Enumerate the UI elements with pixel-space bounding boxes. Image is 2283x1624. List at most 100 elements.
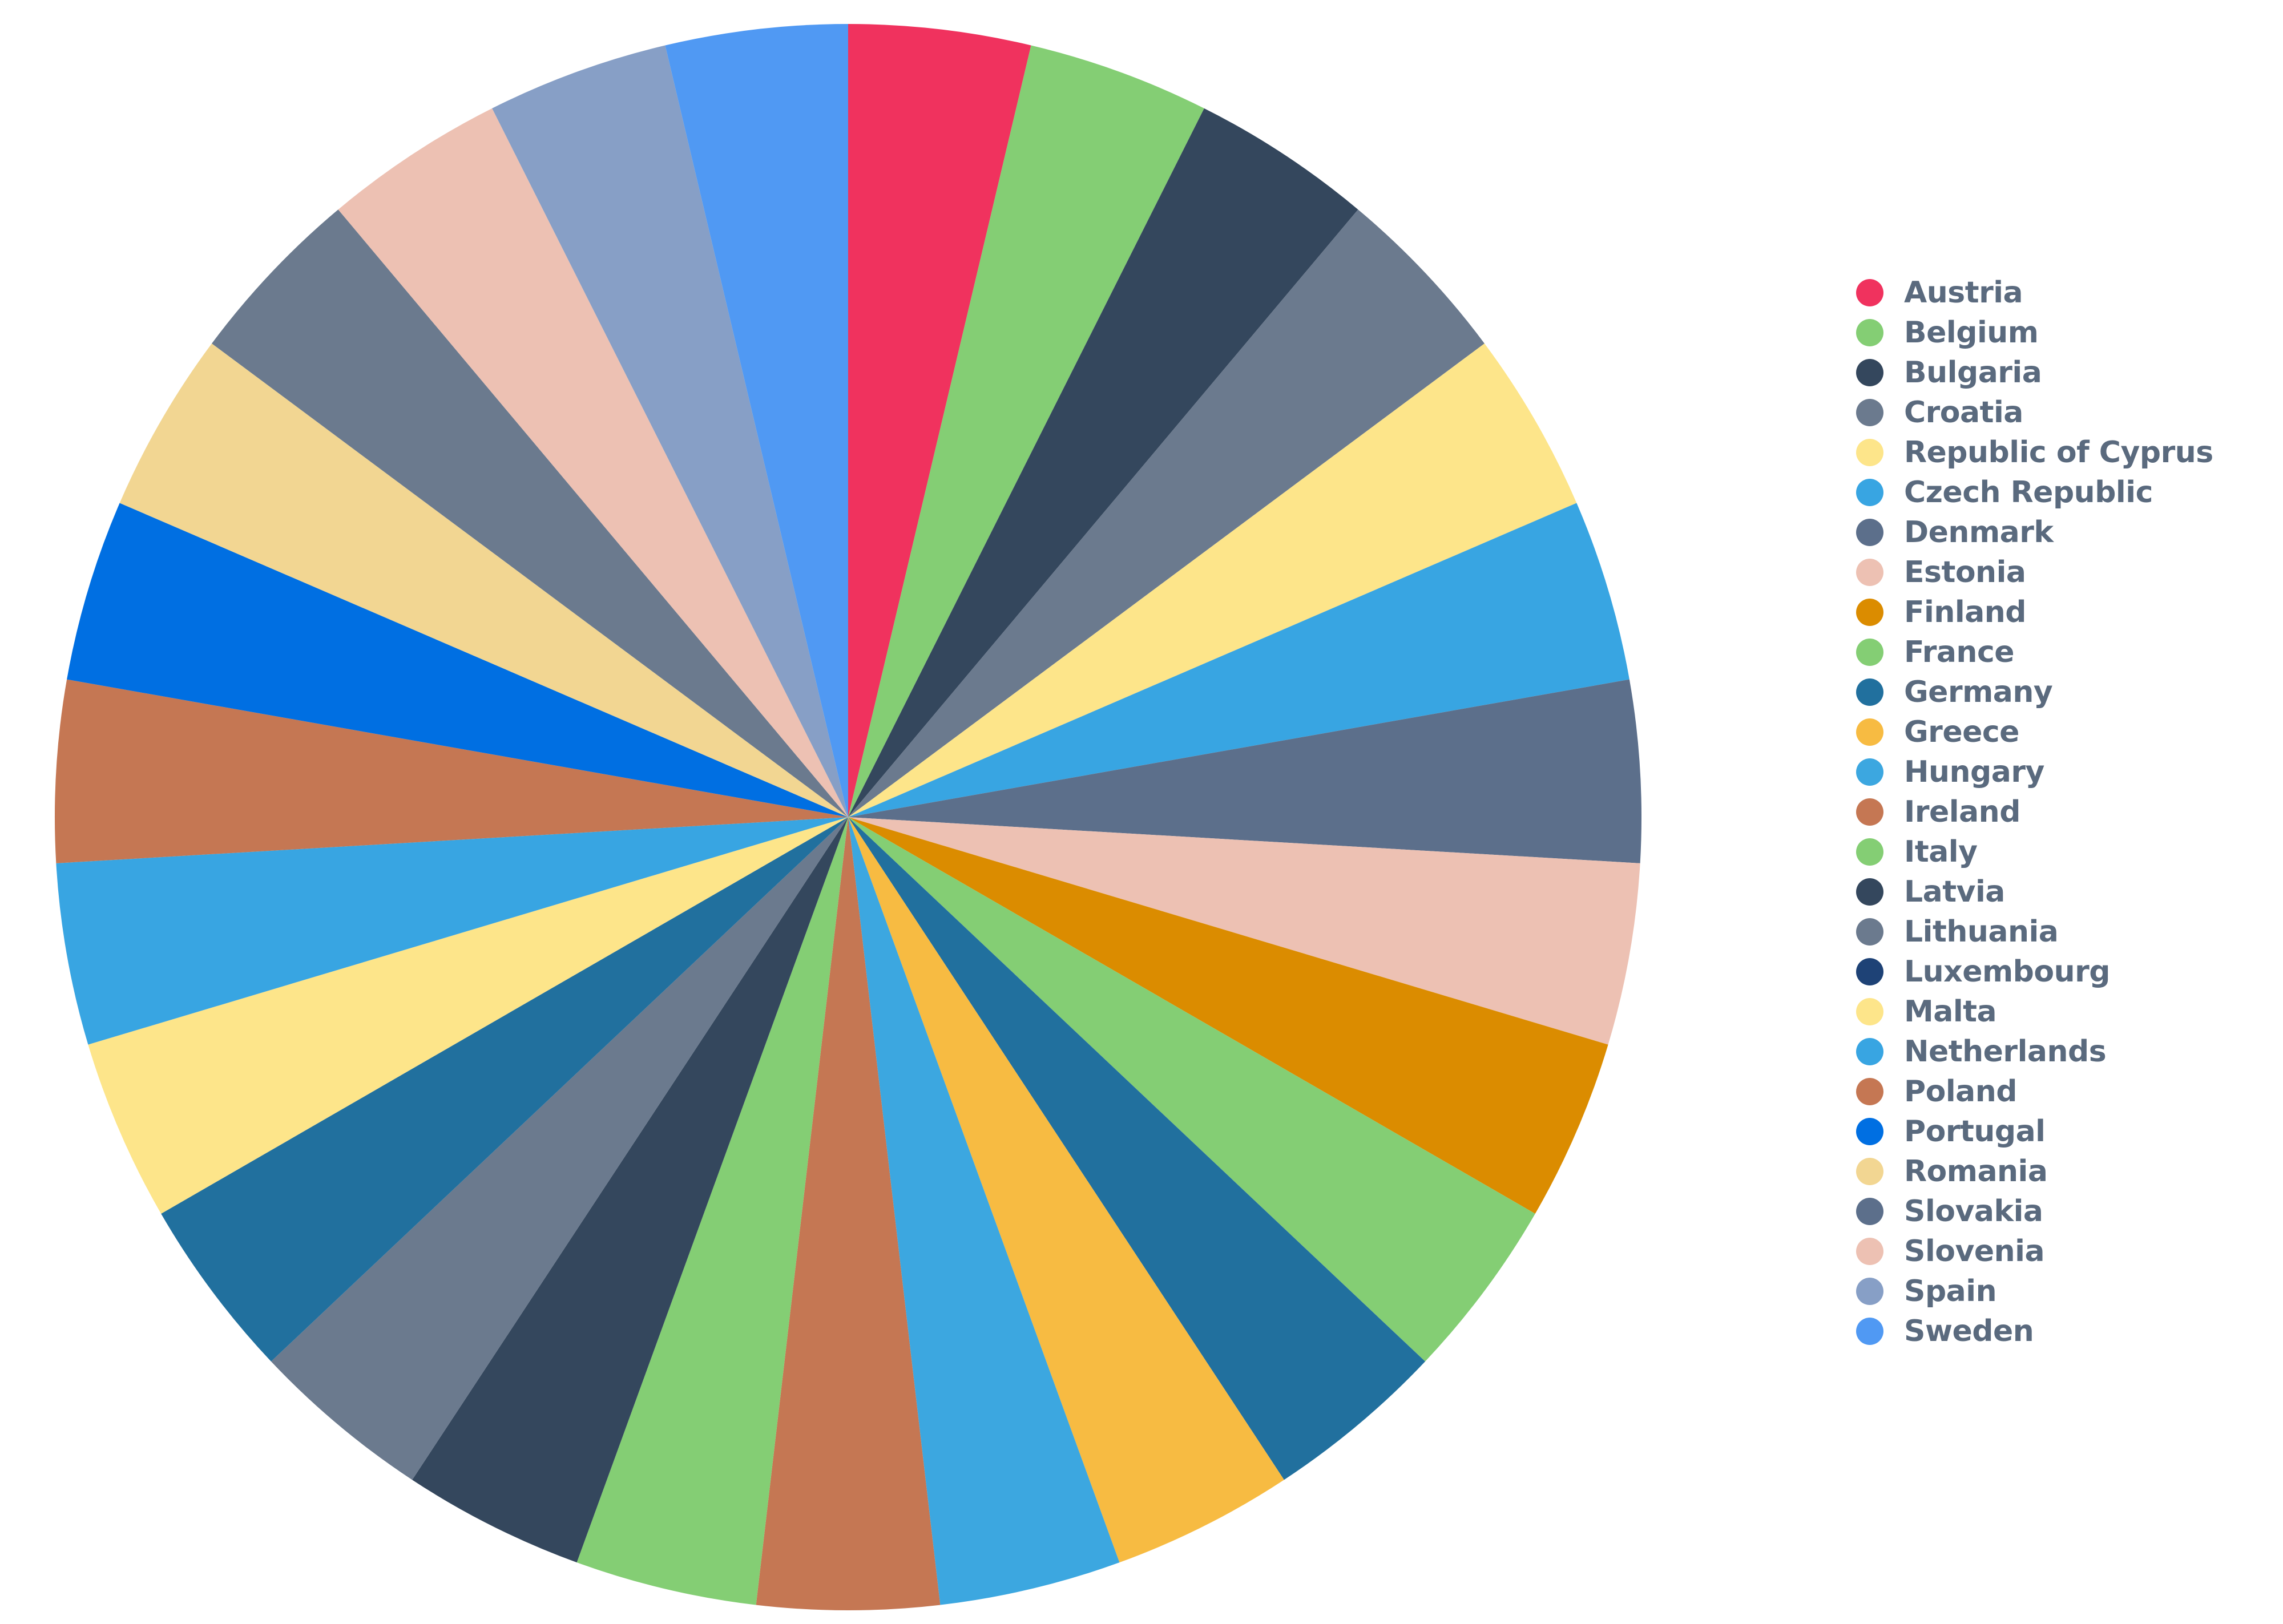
legend-label: Lithuania bbox=[1904, 915, 2059, 949]
legend-label: Romania bbox=[1904, 1154, 2048, 1189]
pie-slice-malta[interactable] bbox=[88, 817, 848, 1214]
legend-swatch-icon bbox=[1856, 279, 1883, 306]
legend-item-ireland[interactable]: Ireland bbox=[1856, 792, 2213, 832]
legend-item-luxembourg[interactable]: Luxembourg bbox=[1856, 952, 2213, 992]
legend-swatch-icon bbox=[1856, 1158, 1883, 1185]
legend-item-denmark[interactable]: Denmark bbox=[1856, 512, 2213, 552]
legend-item-portugal[interactable]: Portugal bbox=[1856, 1112, 2213, 1152]
legend-item-belgium[interactable]: Belgium bbox=[1856, 313, 2213, 353]
legend-item-poland[interactable]: Poland bbox=[1856, 1072, 2213, 1112]
legend-item-finland[interactable]: Finland bbox=[1856, 592, 2213, 632]
legend-item-lithuania[interactable]: Lithuania bbox=[1856, 912, 2213, 952]
legend-item-sweden[interactable]: Sweden bbox=[1856, 1311, 2213, 1351]
legend-label: Belgium bbox=[1904, 316, 2039, 350]
legend-swatch-icon bbox=[1856, 918, 1883, 946]
legend-label: Portugal bbox=[1904, 1114, 2046, 1149]
pie-slice-france[interactable] bbox=[848, 817, 1535, 1362]
legend-label: Italy bbox=[1904, 835, 1978, 869]
legend-item-italy[interactable]: Italy bbox=[1856, 832, 2213, 872]
legend-item-republic-of-cyprus[interactable]: Republic of Cyprus bbox=[1856, 433, 2213, 472]
legend-item-austria[interactable]: Austria bbox=[1856, 273, 2213, 313]
legend-item-germany[interactable]: Germany bbox=[1856, 672, 2213, 712]
pie-slice-latvia[interactable] bbox=[412, 817, 848, 1563]
legend-label: Latvia bbox=[1904, 875, 2005, 909]
pie-slice-denmark[interactable] bbox=[848, 679, 1642, 863]
pie-slice-spain[interactable] bbox=[492, 45, 848, 818]
legend-label: Croatia bbox=[1904, 395, 2023, 430]
legend-label: Finland bbox=[1904, 595, 2027, 629]
pie-slice-lithuania[interactable] bbox=[271, 817, 848, 1480]
legend-swatch-icon bbox=[1856, 399, 1883, 426]
legend-swatch-icon bbox=[1856, 798, 1883, 826]
legend-item-bulgaria[interactable]: Bulgaria bbox=[1856, 353, 2213, 393]
pie-slice-hungary[interactable] bbox=[848, 817, 1120, 1605]
pie-slice-netherlands[interactable] bbox=[56, 817, 849, 1045]
legend-label: Czech Republic bbox=[1904, 475, 2153, 510]
legend-swatch-icon bbox=[1856, 998, 1883, 1025]
legend-label: Slovenia bbox=[1904, 1234, 2045, 1269]
pie-slice-slovakia[interactable] bbox=[212, 209, 848, 818]
pie-slice-republic-of-cyprus[interactable] bbox=[848, 343, 1577, 817]
pie-slice-romania[interactable] bbox=[119, 343, 849, 817]
legend-item-france[interactable]: France bbox=[1856, 632, 2213, 672]
legend-swatch-icon bbox=[1856, 559, 1883, 586]
pie-slice-germany[interactable] bbox=[848, 817, 1426, 1480]
pie-slice-belgium[interactable] bbox=[848, 45, 1204, 818]
legend-item-estonia[interactable]: Estonia bbox=[1856, 552, 2213, 592]
legend-item-croatia[interactable]: Croatia bbox=[1856, 393, 2213, 433]
legend-swatch-icon bbox=[1856, 1038, 1883, 1065]
legend-item-malta[interactable]: Malta bbox=[1856, 992, 2213, 1032]
legend-label: Slovakia bbox=[1904, 1194, 2043, 1229]
legend-swatch-icon bbox=[1856, 1118, 1883, 1145]
legend-item-spain[interactable]: Spain bbox=[1856, 1271, 2213, 1311]
legend-label: Poland bbox=[1904, 1074, 2018, 1109]
pie-slice-ireland[interactable] bbox=[756, 817, 941, 1610]
legend-label: Bulgaria bbox=[1904, 355, 2042, 390]
legend-swatch-icon bbox=[1856, 319, 1883, 346]
legend-swatch-icon bbox=[1856, 599, 1883, 626]
pie-slice-italy[interactable] bbox=[576, 817, 848, 1605]
legend-swatch-icon bbox=[1856, 758, 1883, 786]
pie-slice-finland[interactable] bbox=[848, 817, 1608, 1214]
legend-swatch-icon bbox=[1856, 439, 1883, 466]
legend-label: Estonia bbox=[1904, 555, 2026, 589]
legend-swatch-icon bbox=[1856, 878, 1883, 906]
legend-label: Hungary bbox=[1904, 755, 2044, 789]
pie-slice-sweden[interactable] bbox=[665, 24, 848, 817]
legend-item-greece[interactable]: Greece bbox=[1856, 712, 2213, 752]
pie-slice-austria[interactable] bbox=[848, 24, 1031, 817]
legend-swatch-icon bbox=[1856, 718, 1883, 746]
pie-slice-slovenia[interactable] bbox=[338, 108, 848, 818]
legend-item-romania[interactable]: Romania bbox=[1856, 1152, 2213, 1191]
legend-label: Denmark bbox=[1904, 515, 2054, 550]
legend-swatch-icon bbox=[1856, 519, 1883, 546]
legend-label: Netherlands bbox=[1904, 1035, 2107, 1069]
legend-label: Ireland bbox=[1904, 795, 2020, 829]
pie-slice-croatia[interactable] bbox=[848, 209, 1485, 818]
legend-label: Sweden bbox=[1904, 1314, 2034, 1348]
legend-swatch-icon bbox=[1856, 359, 1883, 386]
legend-label: Germany bbox=[1904, 675, 2053, 709]
legend-item-netherlands[interactable]: Netherlands bbox=[1856, 1032, 2213, 1072]
legend-swatch-icon bbox=[1856, 1238, 1883, 1265]
legend-label: Republic of Cyprus bbox=[1904, 435, 2213, 470]
legend-swatch-icon bbox=[1856, 1318, 1883, 1345]
pie-slice-czech-republic[interactable] bbox=[848, 503, 1629, 817]
pie-slice-estonia[interactable] bbox=[848, 817, 1640, 1045]
pie-slice-poland[interactable] bbox=[54, 679, 848, 863]
pie-slice-bulgaria[interactable] bbox=[848, 108, 1358, 818]
pie-slice-luxembourg[interactable] bbox=[161, 817, 849, 1362]
legend-swatch-icon bbox=[1856, 1278, 1883, 1305]
legend-label: France bbox=[1904, 635, 2015, 669]
legend-item-hungary[interactable]: Hungary bbox=[1856, 752, 2213, 792]
chart-legend: Austria Belgium Bulgaria Croatia Republic of… bbox=[1856, 273, 2213, 1351]
legend-item-czech-republic[interactable]: Czech Republic bbox=[1856, 472, 2213, 512]
pie-slice-portugal[interactable] bbox=[67, 503, 849, 817]
pie-slice-greece[interactable] bbox=[848, 817, 1284, 1563]
legend-item-slovenia[interactable]: Slovenia bbox=[1856, 1231, 2213, 1271]
legend-item-slovakia[interactable]: Slovakia bbox=[1856, 1191, 2213, 1231]
legend-swatch-icon bbox=[1856, 838, 1883, 866]
legend-item-latvia[interactable]: Latvia bbox=[1856, 872, 2213, 912]
legend-label: Spain bbox=[1904, 1274, 1997, 1308]
